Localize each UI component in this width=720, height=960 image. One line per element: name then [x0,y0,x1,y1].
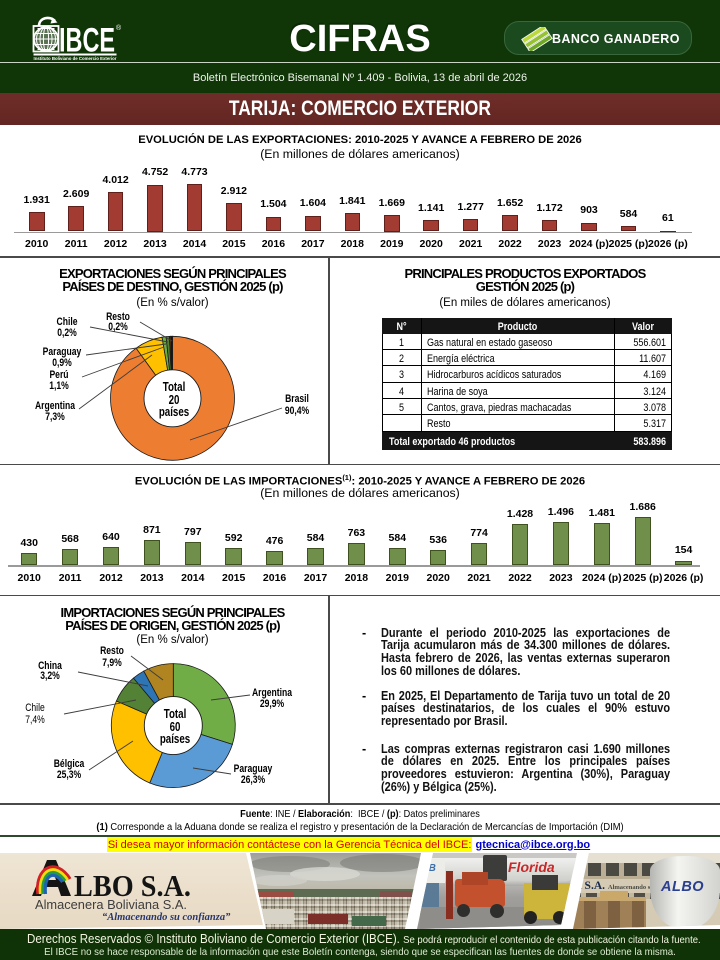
svg-text:®: ® [116,24,122,32]
svg-text:Instituto Boliviano de Comerci: Instituto Boliviano de Comercio Exterior [34,56,117,61]
svg-text:IBCE: IBCE [59,22,115,60]
svg-text:Almacenera Boliviana S.A.: Almacenera Boliviana S.A. [35,897,187,912]
svg-text:“Almacenando su confianza”: “Almacenando su confianza” [102,912,231,923]
svg-text:LBO S.A.: LBO S.A. [74,869,191,903]
